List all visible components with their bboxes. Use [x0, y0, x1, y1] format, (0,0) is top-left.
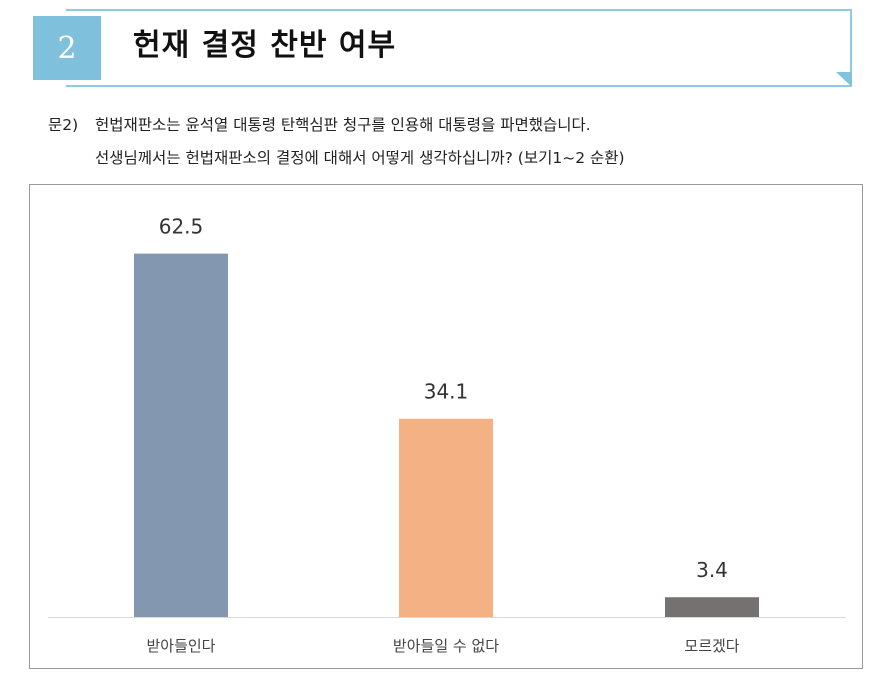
header-banner	[66, 9, 852, 87]
bar-chart: 62.5 받아들인다 34.1 받아들일 수 없다 3.4 모르겠다	[48, 215, 846, 655]
data-label-2: 34.1	[424, 380, 469, 404]
bar-1	[134, 253, 228, 617]
data-label-3: 3.4	[696, 558, 728, 582]
category-label-3: 모르겠다	[684, 637, 739, 655]
question-text-line2: 선생님께서는 헌법재판소의 결정에 대해서 어떻게 생각하십니까? (보기1~2…	[95, 149, 625, 167]
bar-2	[399, 418, 493, 617]
question-label: 문2)	[48, 116, 79, 134]
section-number: 2	[33, 16, 101, 80]
category-label-1: 받아들인다	[146, 637, 215, 655]
category-label-2: 받아들일 수 없다	[393, 637, 499, 655]
section-title: 헌재 결정 찬반 여부	[133, 28, 397, 63]
question-text-line1: 헌법재판소는 윤석열 대통령 탄핵심판 청구를 인용해 대통령을 파면했습니다.	[95, 116, 591, 134]
header-fold-corner	[836, 72, 852, 87]
data-label-1: 62.5	[159, 215, 204, 239]
bar-3	[665, 597, 759, 617]
chart-frame: 62.5 받아들인다 34.1 받아들일 수 없다 3.4 모르겠다	[29, 184, 863, 669]
